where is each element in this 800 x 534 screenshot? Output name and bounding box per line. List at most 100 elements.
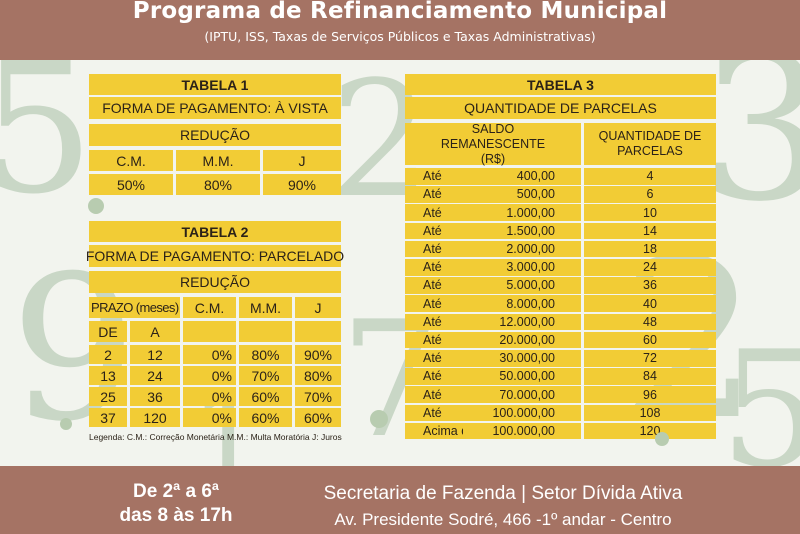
table1-val-j: 90% <box>263 174 341 195</box>
footer-time: das 8 às 17h <box>119 505 233 526</box>
table3-cell-amount: 400,00 <box>463 168 581 185</box>
table3-title: TABELA 3 <box>405 74 716 95</box>
table2-cell-de: 13 <box>89 366 127 385</box>
decorative-dot <box>88 198 104 214</box>
table3-cell-prefix: Até <box>405 368 463 385</box>
table2-blank <box>295 321 341 342</box>
table3-cell-parcelas: 14 <box>584 222 716 240</box>
decorative-dot <box>60 418 72 430</box>
table1-payment: FORMA DE PAGAMENTO: À VISTA <box>89 97 341 119</box>
table3-cell-amount: 5.000,00 <box>463 277 581 294</box>
table2-subcol-a: A <box>130 321 180 342</box>
table1-reduction: REDUÇÃO <box>89 124 341 146</box>
table2-payment: FORMA DE PAGAMENTO: PARCELADO <box>86 245 344 267</box>
footer-address: Av. Presidente Sodré, 466 -1º andar - Ce… <box>334 510 672 529</box>
table2-cell-cm: 0% <box>183 408 236 427</box>
table3-cell-prefix: Até <box>405 350 463 367</box>
table3-cell-prefix: Até <box>405 259 463 276</box>
header-banner: Programa de Refinanciamento Municipal (I… <box>0 0 800 60</box>
table1-col-cm: C.M. <box>89 150 173 171</box>
table2-cell-a: 120 <box>130 408 180 427</box>
page-subtitle: (IPTU, ISS, Taxas de Serviços Públicos e… <box>204 29 596 44</box>
table3-cell-prefix: Até <box>405 313 463 331</box>
table3-cell-prefix: Até <box>405 295 463 312</box>
table2-blank <box>183 321 236 342</box>
table3-cell-parcelas: 108 <box>584 404 716 422</box>
decorative-dot <box>370 410 388 428</box>
table3-cell-prefix: Até <box>405 331 463 349</box>
footer-hours: De 2ª a 6ª das 8 às 17h <box>96 480 256 528</box>
table2-cell-de: 2 <box>89 345 127 364</box>
table2-col-prazo: PRAZO (meses) <box>89 297 180 318</box>
table3-cell-amount: 12.000,00 <box>463 313 581 331</box>
table2-reduction: REDUÇÃO <box>89 271 341 293</box>
table3-cell-amount: 1.000,00 <box>463 204 581 221</box>
table3-cell-amount: 30.000,00 <box>463 350 581 367</box>
table3-col-saldo: SALDO REMANESCENTE (R$) <box>405 121 581 166</box>
table3-cell-prefix: Até <box>405 186 463 203</box>
table2-cell-j: 90% <box>295 345 341 364</box>
footer-days: De 2ª a 6ª <box>133 481 219 502</box>
table2-legend: Legenda: C.M.: Correção Monetária M.M.: … <box>89 432 342 442</box>
table2-cell-cm: 0% <box>183 387 236 406</box>
table2-cell-j: 80% <box>295 366 341 385</box>
table3-cell-amount: 70.000,00 <box>463 386 581 403</box>
table3-col-saldo-label: SALDO REMANESCENTE (R$) <box>440 121 546 166</box>
table1-col-j: J <box>263 150 341 171</box>
table2-cell-cm: 0% <box>183 366 236 385</box>
table3-cell-prefix: Acima de <box>405 422 475 440</box>
table2-cell-de: 25 <box>89 387 127 406</box>
table2-cell-cm: 0% <box>183 345 236 364</box>
table2-cell-a: 12 <box>130 345 180 364</box>
table3-cell-prefix: Até <box>405 222 463 240</box>
table3-col-parcelas-label: QUANTIDADE DE PARCELAS <box>598 129 702 158</box>
table2-blank <box>239 321 292 342</box>
table3-cell-amount: 3.000,00 <box>463 259 581 276</box>
table3-cell-parcelas: 24 <box>584 259 716 276</box>
table3-cell-parcelas: 10 <box>584 204 716 221</box>
table3-cell-prefix: Até <box>405 168 463 185</box>
footer-office: Secretaria de Fazenda | Setor Dívida Ati… <box>323 483 683 504</box>
table2-cell-mm: 80% <box>239 345 292 364</box>
table2-title: TABELA 2 <box>89 221 341 242</box>
table3-cell-parcelas: 18 <box>584 240 716 258</box>
decorative-dot <box>655 432 669 446</box>
table2-cell-a: 36 <box>130 387 180 406</box>
table3-col-parcelas: QUANTIDADE DE PARCELAS <box>584 123 716 165</box>
table2-cell-a: 24 <box>130 366 180 385</box>
table3-cell-amount: 500,00 <box>463 186 581 203</box>
table3-cell-amount: 2.000,00 <box>463 240 581 258</box>
table2-cell-mm: 60% <box>239 408 292 427</box>
table3-cell-parcelas: 40 <box>584 295 716 312</box>
table2-col-cm: C.M. <box>183 297 236 318</box>
table3-cell-parcelas: 120 <box>584 422 716 440</box>
table2-col-j: J <box>295 297 341 318</box>
table2-cell-de: 37 <box>89 408 127 427</box>
table2-cell-mm: 70% <box>239 366 292 385</box>
table2-cell-j: 70% <box>295 387 341 406</box>
table3-cell-parcelas: 60 <box>584 331 716 349</box>
table3-subtitle: QUANTIDADE DE PARCELAS <box>405 97 716 119</box>
page-title: Programa de Refinanciamento Municipal <box>132 0 668 24</box>
table3-cell-amount: 50.000,00 <box>463 368 581 385</box>
table2-cell-j: 60% <box>295 408 341 427</box>
table3-cell-parcelas: 96 <box>584 386 716 403</box>
table3-cell-prefix: Até <box>405 277 463 294</box>
table3-cell-amount: 20.000,00 <box>463 331 581 349</box>
table3-cell-parcelas: 36 <box>584 277 716 294</box>
table2-cell-mm: 60% <box>239 387 292 406</box>
table3-cell-parcelas: 72 <box>584 350 716 367</box>
table2-col-mm: M.M. <box>239 297 292 318</box>
table1-title: TABELA 1 <box>89 74 341 95</box>
table3-cell-amount: 8.000,00 <box>463 295 581 312</box>
table3-cell-parcelas: 4 <box>584 168 716 185</box>
table3-cell-prefix: Até <box>405 204 463 221</box>
table3-cell-parcelas: 6 <box>584 186 716 203</box>
table3-cell-prefix: Até <box>405 386 463 403</box>
table3-cell-prefix: Até <box>405 240 463 258</box>
table3-cell-amount: 1.500,00 <box>463 222 581 240</box>
table3-cell-parcelas: 48 <box>584 313 716 331</box>
table3-cell-amount: 100.000,00 <box>463 422 581 440</box>
table1-val-cm: 50% <box>89 174 173 195</box>
table3-cell-parcelas: 84 <box>584 368 716 385</box>
